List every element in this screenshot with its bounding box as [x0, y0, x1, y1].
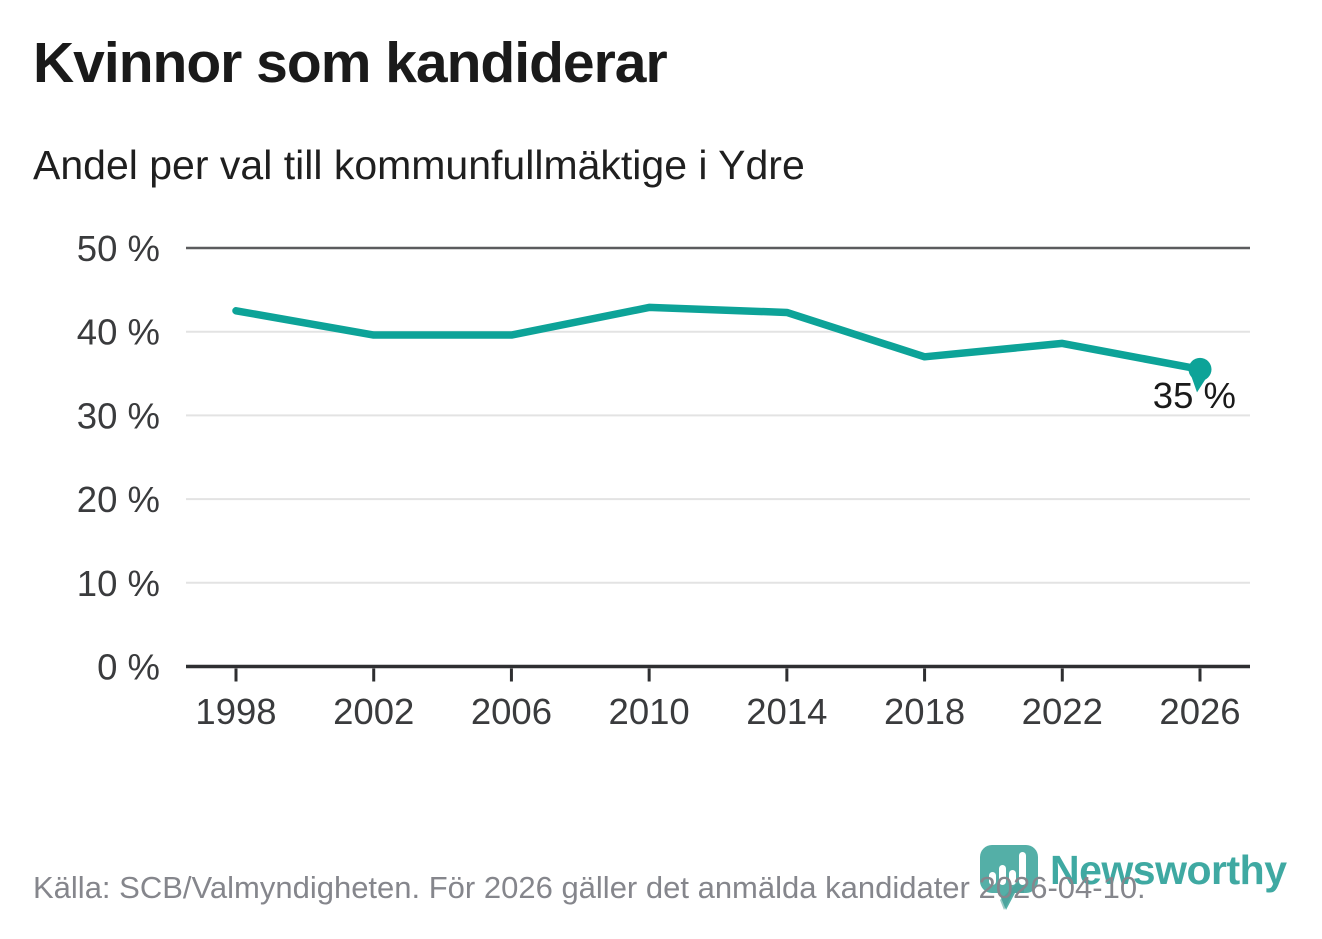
- y-tick-label: 0 %: [97, 647, 160, 688]
- x-tick-label: 2002: [333, 691, 414, 732]
- newsworthy-logo-icon: [980, 845, 1038, 910]
- x-tick-label: 2022: [1022, 691, 1103, 732]
- x-tick-label: 2006: [471, 691, 552, 732]
- x-tick-label: 2010: [609, 691, 690, 732]
- x-tick-label: 2018: [884, 691, 965, 732]
- end-point-marker: [1188, 357, 1212, 381]
- x-tick-label: 2014: [746, 691, 827, 732]
- source-text: Källa: SCB/Valmyndigheten. För 2026 gäll…: [33, 870, 1146, 905]
- brand-wordmark: Newsworthy: [1050, 847, 1287, 893]
- chart-subtitle: Andel per val till kommunfullmäktige i Y…: [33, 142, 805, 188]
- chart-title: Kvinnor som kandiderar: [33, 31, 668, 95]
- y-tick-label: 50 %: [77, 228, 160, 269]
- x-tick-label: 1998: [195, 691, 276, 732]
- newsworthy-logo: Newsworthy: [980, 845, 1287, 911]
- end-point-marker-tail: [1191, 375, 1206, 393]
- y-tick-label: 10 %: [77, 563, 160, 604]
- x-tick-label: 2026: [1159, 691, 1240, 732]
- data-line: [232, 303, 1204, 374]
- end-point-label: 35 %: [1153, 375, 1236, 416]
- y-tick-label: 20 %: [77, 479, 160, 520]
- y-tick-label: 30 %: [77, 395, 160, 436]
- y-tick-label: 40 %: [77, 312, 160, 353]
